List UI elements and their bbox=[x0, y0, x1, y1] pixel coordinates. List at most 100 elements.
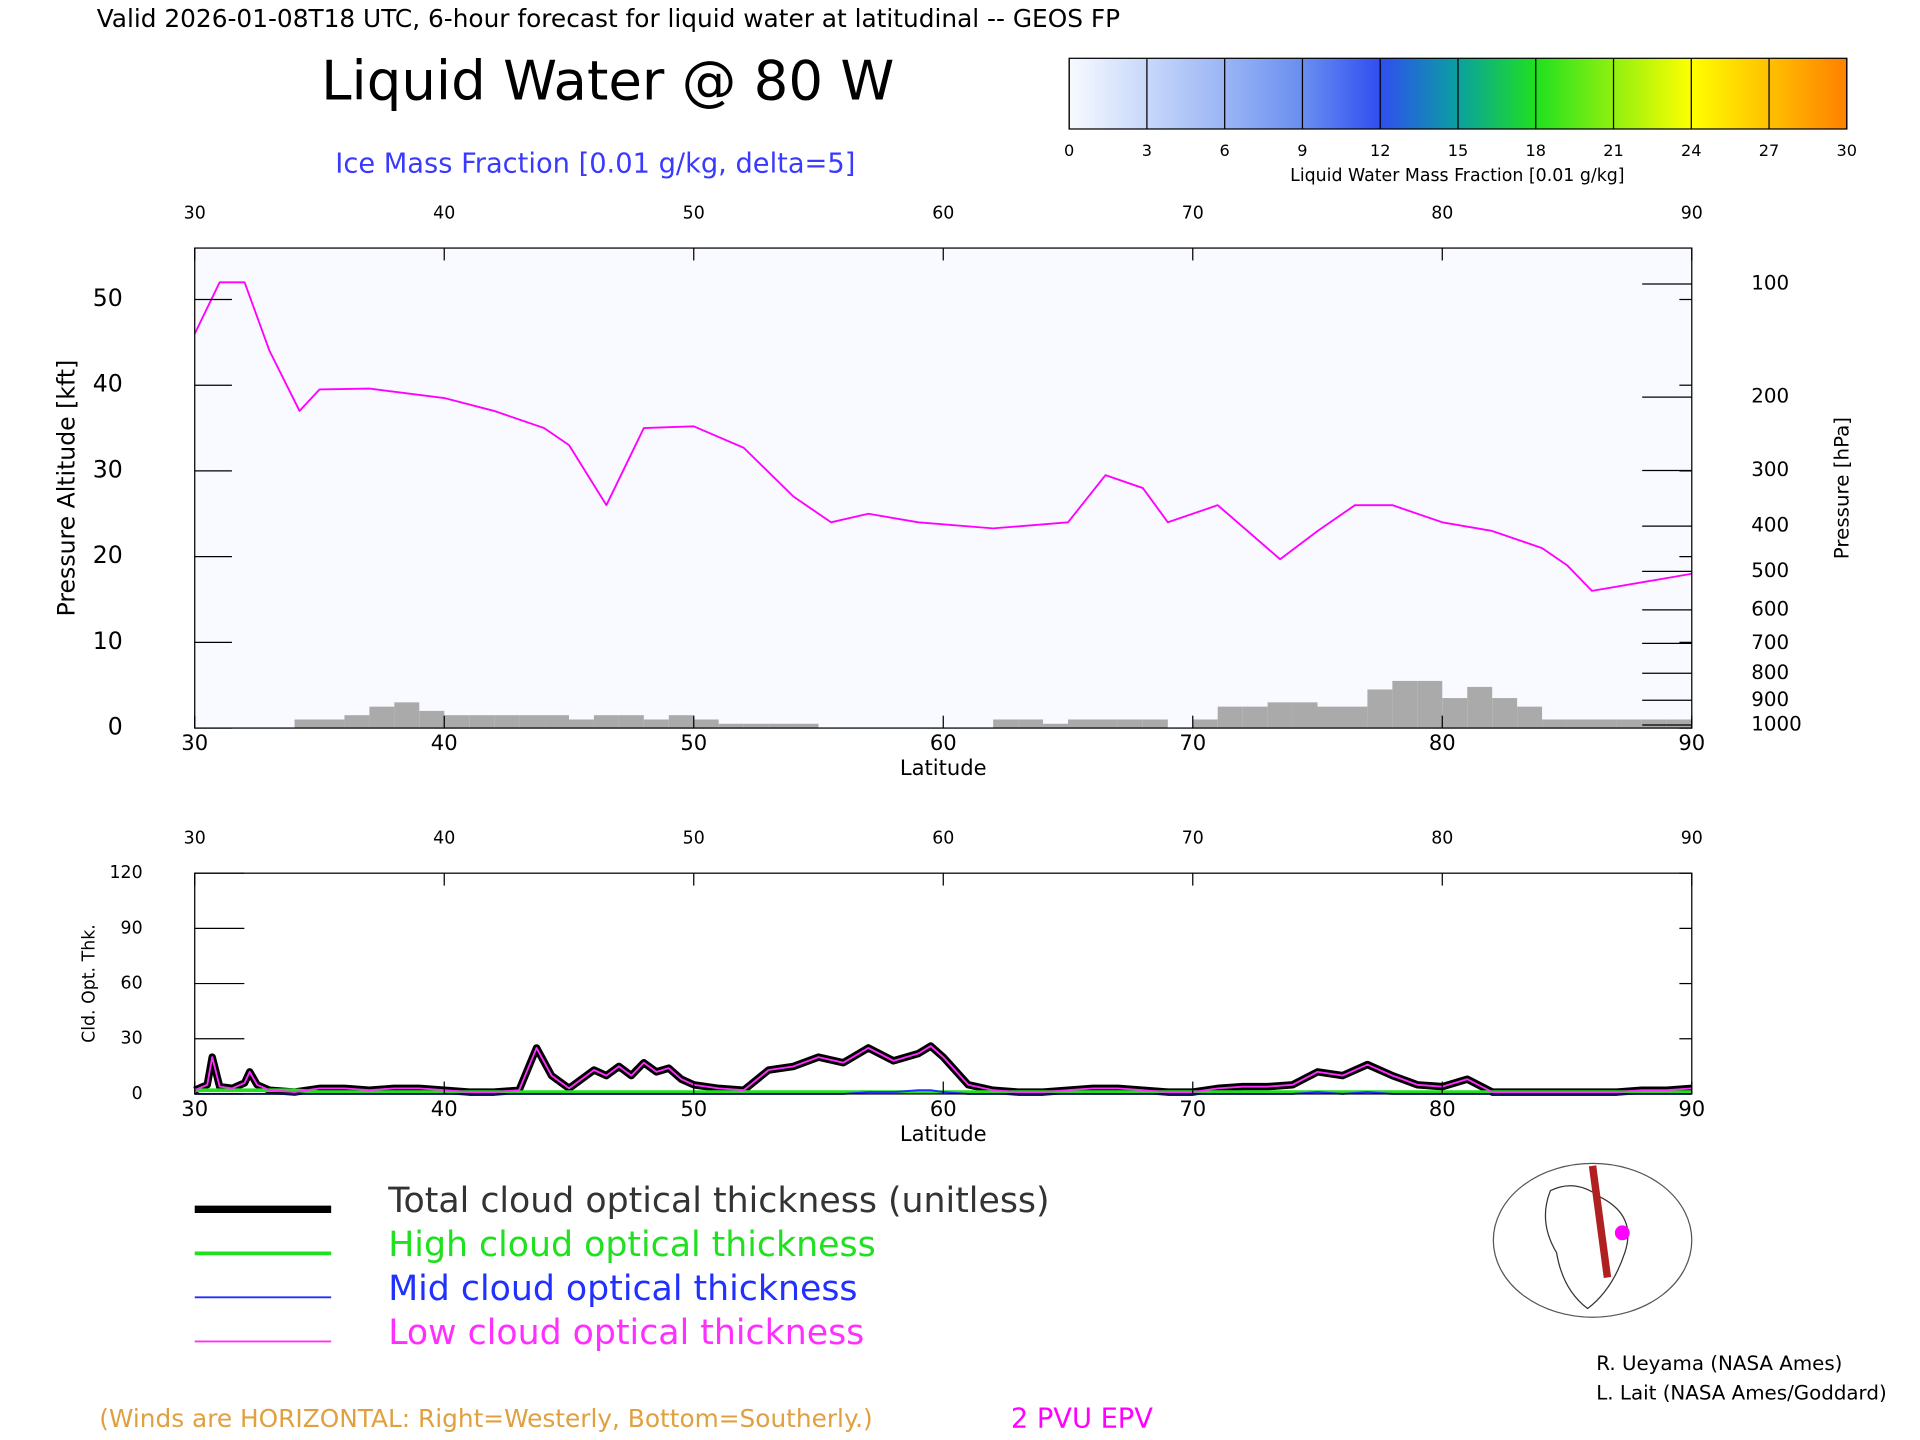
y-tick-label: 0 bbox=[108, 713, 123, 741]
y-axis-label: Cld. Opt. Thk. bbox=[79, 924, 99, 1043]
terrain bbox=[668, 715, 694, 729]
terrain bbox=[1142, 719, 1168, 729]
terrain bbox=[718, 723, 744, 729]
terrain bbox=[768, 723, 794, 729]
x-tick-label-top: 40 bbox=[433, 828, 455, 848]
colorbar-bin bbox=[1769, 58, 1847, 129]
y2-tick-label: 700 bbox=[1751, 631, 1789, 654]
terrain bbox=[319, 719, 345, 729]
x-tick-label-top: 80 bbox=[1431, 828, 1453, 848]
colorbar-tick-label: 9 bbox=[1297, 141, 1307, 160]
y-tick-label: 30 bbox=[121, 1029, 143, 1049]
terrain bbox=[1092, 719, 1118, 729]
terrain bbox=[544, 715, 569, 729]
y-tick-label: 90 bbox=[121, 918, 143, 938]
terrain bbox=[1217, 706, 1243, 729]
valid-line: Valid 2026-01-08T18 UTC, 6-hour forecast… bbox=[97, 4, 1120, 33]
terrain bbox=[469, 715, 495, 729]
terrain bbox=[1242, 706, 1268, 729]
y2-axis-label: Pressure [hPa] bbox=[1831, 417, 1854, 559]
x-axis-label: Latitude bbox=[900, 755, 987, 780]
colorbar-label: Liquid Water Mass Fraction [0.01 g/kg] bbox=[1290, 166, 1624, 186]
x-tick-label-top: 50 bbox=[683, 828, 705, 848]
terrain bbox=[1417, 680, 1443, 729]
colorbar-tick-label: 27 bbox=[1759, 141, 1780, 160]
wind-note: (Winds are HORIZONTAL: Right=Westerly, B… bbox=[99, 1404, 872, 1433]
colorbar-bin bbox=[1146, 58, 1225, 129]
x-tick-label: 40 bbox=[431, 730, 458, 755]
terrain bbox=[1467, 686, 1493, 729]
terrain bbox=[1342, 706, 1368, 729]
colorbar-tick-label: 3 bbox=[1142, 141, 1152, 160]
x-tick-label-top: 30 bbox=[184, 828, 206, 848]
terrain bbox=[1641, 719, 1667, 729]
terrain bbox=[693, 719, 719, 729]
title: Liquid Water @ 80 W bbox=[321, 48, 894, 112]
colorbar-tick-label: 21 bbox=[1603, 141, 1624, 160]
credit: R. Ueyama (NASA Ames) bbox=[1596, 1352, 1842, 1375]
y-tick-label: 120 bbox=[109, 863, 142, 883]
terrain bbox=[444, 715, 470, 729]
x-tick-label-top: 60 bbox=[932, 203, 954, 223]
terrain bbox=[593, 715, 619, 729]
y-tick-label: 0 bbox=[132, 1084, 143, 1104]
terrain bbox=[1043, 723, 1069, 729]
terrain bbox=[1542, 719, 1568, 729]
terrain bbox=[419, 710, 445, 729]
legend-label: Total cloud optical thickness (unitless) bbox=[387, 1181, 1049, 1221]
terrain bbox=[494, 715, 520, 729]
legend-label: Low cloud optical thickness bbox=[388, 1313, 864, 1353]
terrain bbox=[1392, 680, 1418, 729]
x-tick-label-top: 30 bbox=[184, 203, 206, 223]
terrain bbox=[1666, 719, 1692, 729]
x-tick-label: 50 bbox=[680, 1096, 707, 1121]
colorbar-bin bbox=[1302, 58, 1381, 129]
y2-tick-label: 200 bbox=[1751, 385, 1789, 408]
terrain bbox=[1018, 719, 1044, 729]
x-tick-label: 60 bbox=[930, 730, 957, 755]
colorbar-bin bbox=[1613, 58, 1692, 129]
terrain bbox=[793, 723, 819, 729]
x-tick-label-top: 90 bbox=[1681, 828, 1703, 848]
terrain bbox=[1267, 702, 1293, 729]
y-tick-label: 10 bbox=[93, 627, 123, 655]
colorbar-tick-label: 30 bbox=[1837, 141, 1858, 160]
terrain bbox=[1292, 702, 1318, 729]
terrain bbox=[394, 702, 420, 729]
x-tick-label: 30 bbox=[181, 730, 208, 755]
terrain bbox=[344, 715, 370, 729]
plot-background bbox=[194, 248, 1692, 729]
terrain bbox=[743, 723, 769, 729]
terrain bbox=[519, 715, 545, 729]
x-tick-label: 70 bbox=[1179, 730, 1206, 755]
terrain bbox=[1442, 698, 1468, 729]
terrain bbox=[1117, 719, 1143, 729]
colorbar-tick-label: 24 bbox=[1681, 141, 1702, 160]
terrain bbox=[294, 719, 320, 729]
terrain bbox=[1616, 719, 1642, 729]
y-tick-label: 60 bbox=[121, 974, 143, 994]
terrain bbox=[1192, 719, 1218, 729]
y2-tick-label: 500 bbox=[1751, 559, 1789, 582]
colorbar-bin bbox=[1457, 58, 1536, 129]
y-tick-label: 40 bbox=[93, 370, 123, 398]
terrain bbox=[643, 719, 669, 729]
x-tick-label: 30 bbox=[181, 1096, 208, 1121]
x-tick-label: 60 bbox=[930, 1096, 957, 1121]
terrain bbox=[618, 715, 644, 729]
x-tick-label: 50 bbox=[680, 730, 707, 755]
terrain bbox=[1317, 706, 1343, 729]
x-tick-label-top: 50 bbox=[683, 203, 705, 223]
y2-tick-label: 600 bbox=[1751, 597, 1789, 620]
x-tick-label: 70 bbox=[1179, 1096, 1206, 1121]
colorbar-bin bbox=[1535, 58, 1614, 129]
y2-tick-label: 800 bbox=[1751, 661, 1789, 684]
y2-tick-label: 300 bbox=[1751, 458, 1789, 481]
y-tick-label: 30 bbox=[93, 455, 123, 483]
terrain bbox=[1517, 706, 1543, 729]
series-line bbox=[193, 281, 1692, 592]
x-tick-label-top: 70 bbox=[1182, 203, 1204, 223]
x-tick-label: 80 bbox=[1429, 730, 1456, 755]
x-axis-label: Latitude bbox=[900, 1121, 987, 1146]
